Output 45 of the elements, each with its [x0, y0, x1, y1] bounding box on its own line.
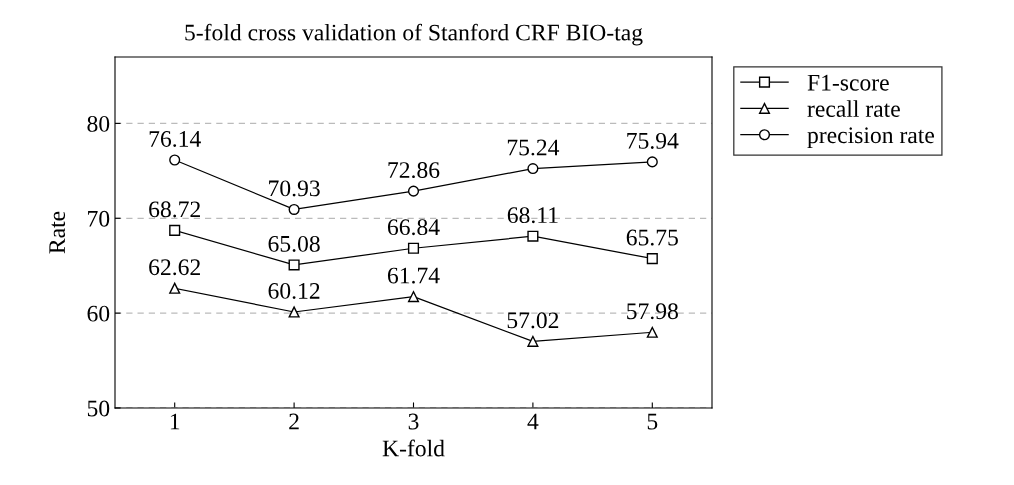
point: [407, 242, 420, 254]
data-label: 68.72: [149, 201, 200, 218]
legend-label: recall rate: [807, 100, 900, 117]
point: [169, 224, 181, 236]
point: [407, 291, 420, 303]
data-label: 65.75: [626, 229, 678, 246]
point: [646, 326, 658, 338]
y-tick-label: 70: [88, 210, 110, 227]
x-axis-title: K-fold: [382, 439, 445, 457]
data-label: 62.62: [149, 259, 200, 276]
data-label: 57.02: [507, 312, 559, 329]
data-label: 65.08: [268, 235, 320, 252]
y-tick-label: 50: [87, 400, 110, 417]
data-label: 75.94: [627, 132, 679, 149]
chart-title: 5-fold cross validation of Stanford CRF BIO-tag: [185, 23, 643, 46]
point: [407, 185, 420, 197]
data-label: 61.74: [387, 267, 440, 284]
point: [527, 163, 539, 175]
point: [288, 259, 300, 271]
x-tick-label: 1: [170, 413, 180, 430]
point: [169, 154, 181, 166]
data-label: 66.84: [387, 219, 440, 236]
point: [646, 253, 658, 265]
legend-label: precision rate: [807, 127, 935, 148]
data-label: 76.14: [149, 131, 201, 147]
data-label: 68.11: [507, 207, 558, 224]
legend-label: F1-score: [807, 74, 889, 91]
x-tick-label: 5: [647, 413, 658, 430]
point: [288, 203, 300, 216]
data-label: 57.98: [627, 303, 678, 320]
x-tick-label: 3: [408, 413, 419, 430]
point: [527, 230, 539, 242]
x-tick-label: 2: [289, 413, 299, 430]
data-label: 70.93: [269, 180, 320, 197]
point: [527, 335, 539, 347]
point: [169, 282, 181, 294]
y-tick-label: 60: [87, 305, 110, 322]
y-tick-label: 80: [87, 115, 110, 132]
point: [288, 306, 300, 318]
data-label: 75.24: [507, 139, 560, 156]
data-label: 60.12: [268, 282, 320, 299]
y-axis-title: Rate: [49, 211, 66, 254]
point: [646, 156, 658, 168]
data-label: 72.86: [388, 162, 440, 179]
x-tick-label: 4: [527, 413, 539, 430]
